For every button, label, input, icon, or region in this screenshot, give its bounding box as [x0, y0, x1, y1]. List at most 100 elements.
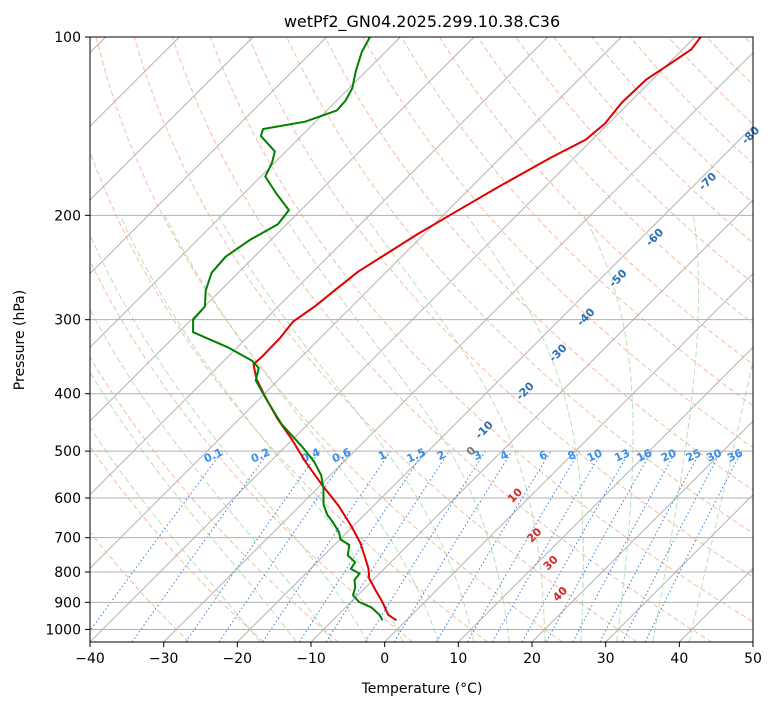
isotherm: [90, 37, 475, 422]
plot-frame: [89, 36, 754, 643]
mixing-ratio-label: 1.5: [405, 446, 428, 466]
mixing-ratio-label: 2: [435, 448, 447, 463]
series-lines: [192, 37, 702, 622]
mixing-ratio-line: [521, 450, 630, 642]
moist-adiabat: [119, 215, 404, 642]
y-tick-label: 300: [54, 313, 81, 329]
pressure-gridlines: [90, 36, 753, 630]
isotherm-label: 20: [524, 525, 544, 545]
x-tick-label: −20: [223, 651, 253, 667]
moist-adiabat: [688, 358, 753, 642]
dry-adiabat: [90, 356, 339, 642]
dry-adiabat: [90, 531, 190, 642]
moist-adiabat: [583, 215, 634, 642]
y-tick-label: 500: [54, 444, 81, 460]
adiabat-label: -30: [546, 341, 569, 364]
dry-adiabat: [171, 37, 712, 642]
isotherm-label: 40: [550, 584, 570, 604]
dry-adiabat: [210, 37, 753, 623]
moist-adiabat: [364, 215, 546, 642]
mixing-ratio-line: [131, 450, 270, 642]
mixing-ratio-line: [298, 450, 425, 642]
mixing-ratio-line: [435, 450, 552, 642]
mixing-ratio-label: 10: [585, 446, 605, 464]
dry-adiabat: [400, 37, 753, 407]
moist-adiabat: [652, 215, 700, 642]
x-tick-label: 50: [744, 651, 762, 667]
mixing-ratio-line: [262, 450, 392, 642]
isotherm: [531, 420, 753, 642]
dry-adiabat: [324, 37, 753, 491]
dry-adiabat: [95, 37, 563, 642]
isotherm: [90, 37, 254, 201]
mixing-ratio-label: 25: [684, 446, 703, 464]
mixing-ratio-line: [644, 450, 743, 642]
x-tick-label: 30: [597, 651, 615, 667]
isotherm: [163, 52, 753, 642]
mixing-ratio-label: 4: [498, 448, 511, 463]
y-tick-label: 900: [54, 595, 81, 611]
dry-adiabat: [515, 37, 753, 284]
dry-adiabat: [668, 37, 753, 125]
mixing-ratio-label: 16: [635, 446, 655, 464]
mixing-ratio-line: [572, 450, 677, 642]
isotherm: [90, 37, 401, 348]
mixing-ratio-line: [393, 450, 513, 642]
x-tick-label: 20: [523, 651, 541, 667]
y-tick-label: 800: [54, 565, 81, 581]
y-tick-label: 400: [54, 387, 81, 403]
line-labels: -100-90-80-70-60-50-40-30-20-100.10.20.4…: [202, 86, 775, 604]
adiabat-label: -60: [643, 226, 666, 249]
y-tick-label: 200: [54, 208, 81, 224]
chart-title: wetPf2_GN04.2025.299.10.38.C36: [284, 12, 560, 32]
mixing-ratio-label: 1: [376, 448, 388, 463]
isotherm: [90, 37, 622, 569]
dry-adiabat: [706, 37, 753, 86]
mixing-ratio-label: 13: [612, 446, 631, 464]
dry-adiabat: [90, 259, 414, 642]
y-axis-label: Pressure (hPa): [12, 290, 28, 390]
mixing-ratio-label: 0.6: [330, 445, 353, 465]
x-axis-ticks: −40 −30 −20 −10 0 10 20 30 40 50: [75, 642, 762, 667]
x-tick-label: 10: [449, 651, 467, 667]
mixing-ratio-line: [90, 450, 223, 632]
isotherm: [90, 37, 696, 642]
adiabat-label: -20: [514, 379, 537, 402]
mixing-ratio-line: [185, 450, 320, 642]
x-tick-label: 40: [670, 651, 688, 667]
isotherm: [458, 346, 753, 642]
moist-adiabat: [90, 308, 333, 642]
adiabat-label: -70: [696, 170, 719, 193]
mixing-ratio-line: [325, 450, 450, 642]
y-tick-label: 1000: [45, 622, 81, 638]
x-tick-label: −10: [296, 651, 326, 667]
dry-adiabat: [248, 37, 753, 578]
mixing-ratio-line: [621, 450, 722, 642]
isotherm: [90, 37, 327, 275]
y-tick-label: 700: [54, 531, 81, 547]
dry-adiabat: [362, 37, 753, 449]
adiabat-label: -40: [574, 305, 597, 328]
y-tick-label: 100: [54, 30, 81, 46]
mixing-ratio-label: 0.1: [202, 446, 225, 466]
moist-adiabat: [90, 426, 261, 642]
y-tick-label: 600: [54, 491, 81, 507]
dry-adiabat: [438, 37, 753, 366]
isotherm: [679, 567, 753, 642]
dry-adiabat: [133, 37, 638, 642]
dry-adiabat: [90, 150, 488, 642]
dry-adiabat: [553, 37, 753, 244]
mixing-ratio-label: 0.2: [249, 446, 272, 466]
x-tick-label: −30: [149, 651, 179, 667]
adiabat-label: -50: [606, 267, 629, 290]
moist-adiabat: [90, 233, 369, 642]
mixing-ratio-line: [218, 450, 351, 642]
background-lines: [90, 37, 753, 642]
isotherm: [384, 273, 753, 642]
mixing-ratio-label: 30: [704, 446, 724, 464]
mixing-ratio-line: [599, 450, 701, 642]
isotherm: [605, 494, 753, 642]
mixing-ratio-label: 20: [659, 446, 679, 464]
x-tick-label: 0: [380, 651, 389, 667]
